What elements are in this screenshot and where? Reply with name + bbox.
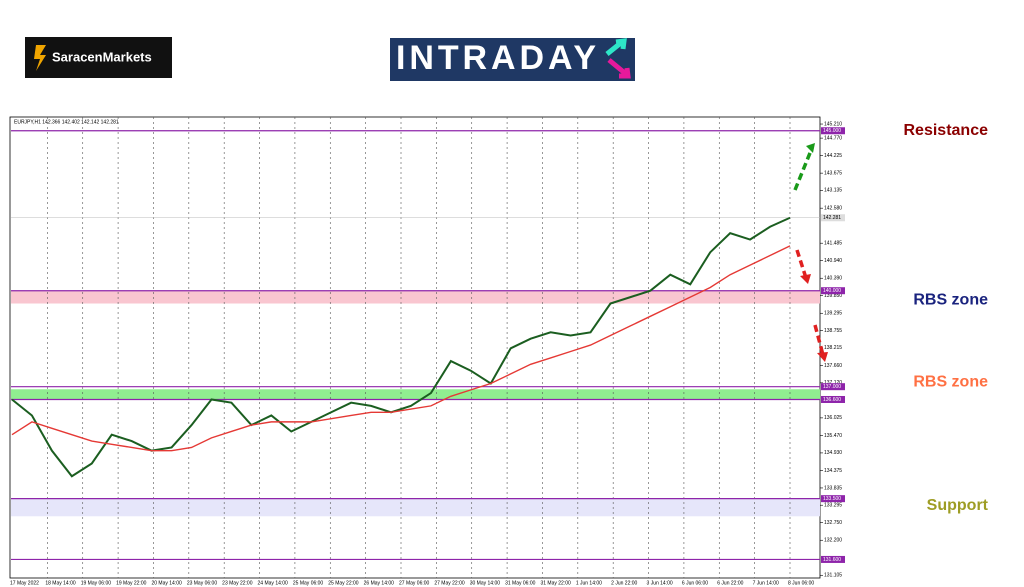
- x-tick-label: 18 May 14:00: [45, 580, 76, 586]
- x-tick-label: 23 May 06:00: [187, 580, 218, 586]
- x-tick-label: 25 May 22:00: [328, 580, 359, 586]
- x-tick-label: 6 Jun 22:00: [717, 580, 743, 586]
- x-tick-label: 1 Jun 14:00: [576, 580, 602, 586]
- price-tag: [821, 214, 845, 222]
- x-tick-label: 24 May 14:00: [258, 580, 289, 586]
- y-tick-label: 137.120: [824, 380, 842, 386]
- level-label: 133.500: [823, 496, 841, 502]
- x-tick-label: 19 May 22:00: [116, 580, 147, 586]
- x-tick-label: 23 May 22:00: [222, 580, 253, 586]
- series-line: [11, 216, 791, 478]
- x-tick-label: 2 Jun 22:00: [611, 580, 637, 586]
- y-tick-label: 139.850: [824, 293, 842, 299]
- chart-title: EURJPY,H1 142.366 142.402 142.142 142.28…: [14, 119, 119, 125]
- y-tick-label: 140.390: [824, 276, 842, 282]
- y-tick-label: 143.135: [824, 188, 842, 194]
- brand-logo: [25, 37, 172, 78]
- arrow-head: [817, 352, 828, 362]
- price-label: 142.281: [823, 215, 841, 221]
- x-tick-label: 27 May 06:00: [399, 580, 430, 586]
- y-tick-label: 144.225: [824, 153, 842, 159]
- level-tag: [821, 395, 845, 403]
- banner-title: INTRADAY: [396, 39, 596, 77]
- annotation: RBS zone: [913, 292, 988, 309]
- y-tick-label: 137.660: [824, 363, 842, 369]
- x-tick-label: 20 May 14:00: [151, 580, 182, 586]
- y-tick-label: 142.580: [824, 206, 842, 212]
- level-label: 140.000: [823, 288, 841, 294]
- y-tick-label: 134.375: [824, 468, 842, 474]
- y-tick-label: 138.215: [824, 345, 842, 351]
- arrow-down: [813, 324, 825, 356]
- y-tick-label: 133.295: [824, 503, 842, 509]
- level-label: 137.000: [823, 384, 841, 390]
- x-tick-label: 25 May 06:00: [293, 580, 324, 586]
- x-tick-label: 7 Jun 14:00: [753, 580, 779, 586]
- y-tick-label: 136.025: [824, 415, 842, 421]
- x-tick-label: 8 Jun 06:00: [788, 580, 814, 586]
- arrow-head: [800, 274, 811, 284]
- x-tick-label: 6 Jun 06:00: [682, 580, 708, 586]
- zone: [11, 389, 820, 400]
- x-tick-label: 3 Jun 14:00: [647, 580, 673, 586]
- x-tick-label: 27 May 22:00: [434, 580, 465, 586]
- level-tag: [821, 383, 845, 391]
- brand-icon: [34, 45, 46, 71]
- arrow-head: [806, 143, 815, 153]
- x-tick-label: 26 May 14:00: [364, 580, 395, 586]
- y-tick-label: 140.940: [824, 258, 842, 264]
- annotation: Support: [927, 497, 989, 514]
- y-tick-label: 132.750: [824, 520, 842, 526]
- arrow-down: [795, 249, 808, 279]
- x-tick-label: 31 May 06:00: [505, 580, 536, 586]
- banner-arrow-down: [607, 58, 631, 79]
- level-label: 145.000: [823, 128, 841, 134]
- annotation: RBS zone: [913, 374, 988, 391]
- level-label: 131.600: [823, 557, 841, 563]
- y-tick-label: 135.470: [824, 433, 842, 439]
- level-tag: [821, 495, 845, 503]
- level-tag: [821, 287, 845, 295]
- zone: [11, 498, 820, 517]
- banner: [390, 38, 635, 81]
- annotation: Resistance: [904, 122, 989, 139]
- y-tick-label: 141.485: [824, 241, 842, 247]
- x-tick-label: 17 May 2022: [10, 580, 39, 586]
- y-tick-label: 131.105: [824, 573, 842, 579]
- y-tick-label: 139.295: [824, 311, 842, 317]
- y-tick-label: 138.755: [824, 328, 842, 334]
- y-tick-label: 132.200: [824, 538, 842, 544]
- x-tick-label: 30 May 14:00: [470, 580, 501, 586]
- banner-arrow-up: [605, 38, 627, 56]
- x-tick-label: 19 May 06:00: [81, 580, 112, 586]
- level-tag: [821, 127, 845, 135]
- brand-name: SaracenMarkets: [52, 49, 152, 64]
- y-tick-label: 143.675: [824, 170, 842, 176]
- arrow-up: [793, 147, 814, 191]
- level-tag: [821, 555, 845, 563]
- y-tick-label: 145.210: [824, 121, 842, 127]
- y-tick-label: 133.835: [824, 485, 842, 491]
- series-line: [11, 245, 791, 452]
- x-tick-label: 31 May 22:00: [540, 580, 571, 586]
- y-tick-label: 144.770: [824, 135, 842, 141]
- y-tick-label: 134.930: [824, 450, 842, 456]
- level-label: 136.600: [823, 397, 841, 403]
